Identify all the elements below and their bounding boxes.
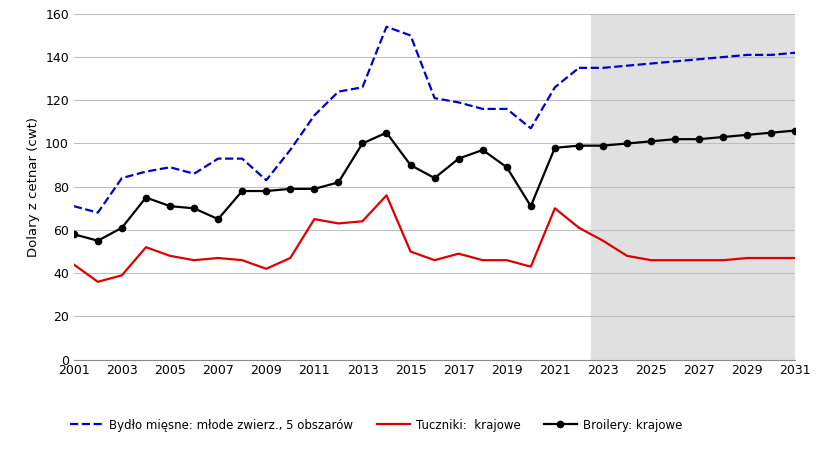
- Bar: [590, 14, 794, 360]
- Legend: Bydło mięsne: młode zwierz., 5 obszarów, Tuczniki:  krajowe, Broilery: krajowe: Bydło mięsne: młode zwierz., 5 obszarów,…: [66, 414, 686, 436]
- Y-axis label: Dolary z cetnar (cwt): Dolary z cetnar (cwt): [26, 117, 39, 257]
